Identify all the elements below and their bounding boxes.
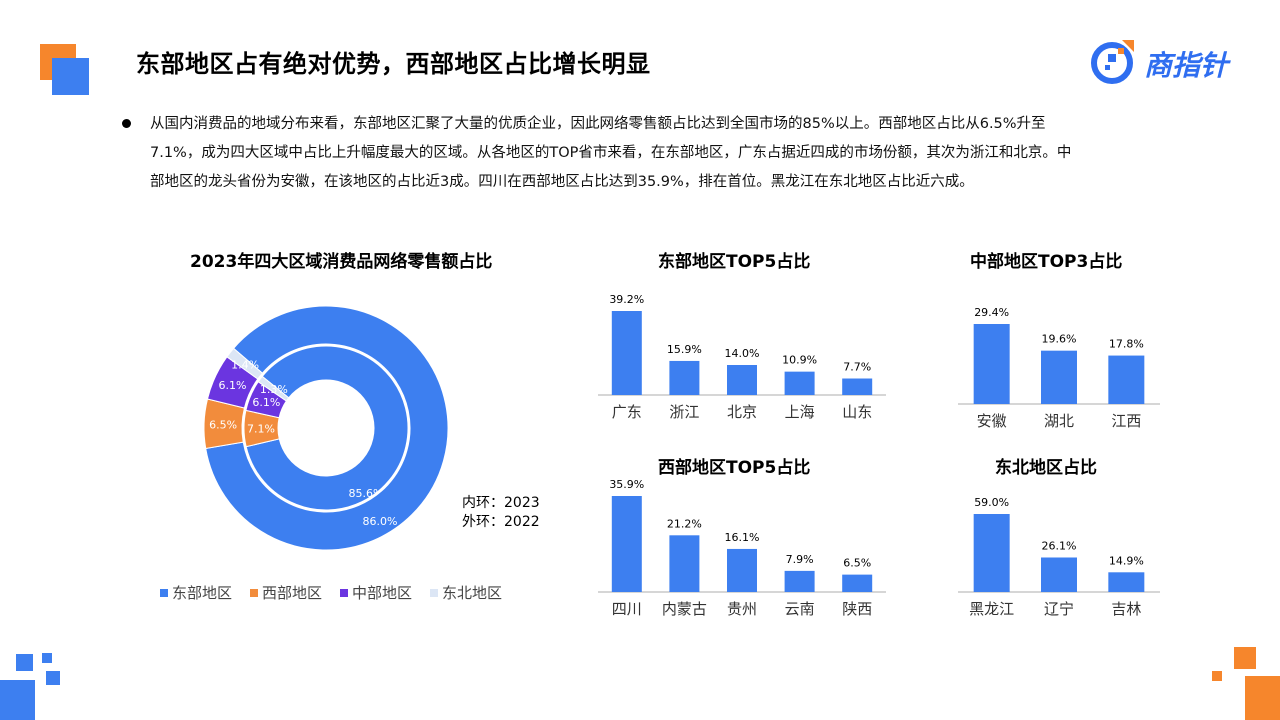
donut-chart: 85.6%7.1%6.1%1.3%86.0%6.5%6.1%1.4% bbox=[203, 305, 449, 551]
corner-decoration-bottom-right bbox=[1200, 640, 1280, 720]
bar-data-label: 21.2% bbox=[667, 517, 702, 530]
page-title: 东部地区占有绝对优势，西部地区占比增长明显 bbox=[136, 50, 651, 78]
ring-note: 内环：2023 外环：2022 bbox=[462, 494, 540, 532]
bar bbox=[973, 514, 1010, 592]
category-tick-label: 陕西 bbox=[842, 600, 872, 618]
legend-item: 中部地区 bbox=[340, 582, 412, 603]
donut-chart-title: 2023年四大区域消费品网络零售额占比 bbox=[190, 252, 493, 272]
category-tick-label: 云南 bbox=[785, 600, 815, 618]
west-top5-title: 西部地区TOP5占比 bbox=[658, 458, 811, 478]
bar bbox=[669, 360, 700, 395]
bar bbox=[669, 535, 700, 592]
donut-slice bbox=[205, 305, 449, 551]
donut-slice bbox=[257, 375, 290, 402]
ring-note-inner: 内环：2023 bbox=[462, 495, 540, 511]
bar-data-label: 14.0% bbox=[725, 347, 760, 360]
bar-data-label: 7.7% bbox=[843, 361, 871, 374]
northeast-title: 东北地区占比 bbox=[995, 458, 1097, 478]
donut-data-label: 1.4% bbox=[231, 358, 259, 371]
bar bbox=[1108, 572, 1145, 592]
legend-item: 西部地区 bbox=[250, 582, 322, 603]
ring-note-outer: 外环：2022 bbox=[462, 514, 540, 530]
legend-label: 西部地区 bbox=[262, 584, 323, 602]
category-tick-label: 上海 bbox=[785, 403, 815, 421]
bar-data-label: 29.4% bbox=[974, 306, 1009, 319]
category-tick-label: 安徽 bbox=[977, 412, 1007, 430]
bar-data-label: 35.9% bbox=[609, 478, 644, 491]
category-tick-label: 四川 bbox=[612, 600, 642, 618]
category-tick-label: 内蒙古 bbox=[662, 600, 707, 618]
bar-data-label: 59.0% bbox=[974, 496, 1009, 509]
bar bbox=[1108, 355, 1145, 404]
category-tick-label: 广东 bbox=[612, 403, 642, 421]
summary-line: 7.1%，成为四大区域中占比上升幅度最大的区域。从各地区的TOP省市来看，在东部… bbox=[150, 145, 1072, 161]
central-top3-title: 中部地区TOP3占比 bbox=[970, 252, 1123, 272]
donut-legend: 东部地区 西部地区 中部地区 东北地区 bbox=[160, 582, 502, 603]
bar bbox=[842, 574, 873, 592]
legend-label: 东北地区 bbox=[442, 584, 503, 602]
legend-label: 中部地区 bbox=[352, 584, 413, 602]
bar bbox=[784, 371, 815, 395]
donut-data-label: 6.5% bbox=[209, 418, 237, 431]
donut-data-label: 6.1% bbox=[218, 379, 246, 392]
category-tick-label: 浙江 bbox=[669, 403, 699, 421]
category-tick-label: 江西 bbox=[1111, 412, 1141, 430]
category-tick-label: 辽宁 bbox=[1044, 600, 1074, 618]
legend-label: 东部地区 bbox=[172, 584, 233, 602]
bar-data-label: 15.9% bbox=[667, 343, 702, 356]
donut-data-label: 7.1% bbox=[247, 422, 275, 435]
legend-swatch bbox=[430, 588, 439, 597]
compass-logo-icon bbox=[1091, 40, 1134, 84]
bar bbox=[973, 324, 1010, 404]
west-top5-bar-chart: 35.9% 四川 21.2% 内蒙古 16.1% 贵州 7.9% 云南 6.5% 陕西 bbox=[598, 478, 886, 618]
corner-decoration-bottom-left bbox=[0, 640, 80, 720]
bar bbox=[784, 570, 815, 592]
bar-data-label: 19.6% bbox=[1042, 333, 1077, 346]
category-tick-label: 山东 bbox=[842, 403, 872, 421]
legend-item: 东北地区 bbox=[430, 582, 502, 603]
category-tick-label: 贵州 bbox=[727, 600, 757, 618]
legend-swatch bbox=[250, 588, 259, 597]
bar-data-label: 10.9% bbox=[782, 354, 817, 367]
category-tick-label: 湖北 bbox=[1044, 412, 1074, 430]
bar bbox=[1041, 557, 1077, 592]
bar-data-label: 26.1% bbox=[1042, 539, 1077, 552]
bar bbox=[727, 365, 757, 395]
donut-data-label: 1.3% bbox=[260, 383, 288, 396]
corner-decoration-top-left bbox=[0, 0, 100, 100]
bar bbox=[842, 378, 873, 395]
donut-data-label: 86.0% bbox=[363, 515, 398, 528]
bar bbox=[1041, 350, 1077, 404]
central-top3-bar-chart: 29.4% 安徽 19.6% 湖北 17.8% 江西 bbox=[958, 306, 1160, 430]
legend-item: 东部地区 bbox=[160, 582, 232, 603]
summary-line: 从国内消费品的地域分布来看，东部地区汇聚了大量的优质企业，因此网络零售额占比达到… bbox=[150, 116, 1046, 132]
donut-slice bbox=[226, 347, 264, 380]
bar bbox=[611, 496, 642, 592]
bar-data-label: 17.8% bbox=[1109, 338, 1144, 351]
category-tick-label: 黑龙江 bbox=[969, 600, 1014, 618]
bar-data-label: 16.1% bbox=[725, 531, 760, 544]
category-tick-label: 北京 bbox=[727, 403, 757, 421]
bar-data-label: 39.2% bbox=[609, 293, 644, 306]
donut-slice bbox=[245, 345, 409, 511]
bar bbox=[727, 548, 757, 592]
logo: 商指针 bbox=[1088, 38, 1258, 86]
northeast-bar-chart: 59.0% 黑龙江 26.1% 辽宁 14.9% 吉林 bbox=[958, 496, 1160, 618]
summary-paragraph: 从国内消费品的地域分布来看，东部地区汇聚了大量的优质企业，因此网络零售额占比达到… bbox=[150, 110, 1170, 197]
bullet-icon bbox=[122, 119, 131, 128]
bar-data-label: 14.9% bbox=[1109, 554, 1144, 567]
bar-data-label: 7.9% bbox=[786, 553, 814, 566]
bar bbox=[611, 311, 642, 395]
donut-data-label: 6.1% bbox=[252, 396, 280, 409]
legend-swatch bbox=[340, 588, 349, 597]
category-tick-label: 吉林 bbox=[1111, 600, 1141, 618]
logo-text: 商指针 bbox=[1144, 49, 1229, 82]
east-top5-bar-chart: 39.2% 广东 15.9% 浙江 14.0% 北京 10.9% 上海 7.7% 山东 bbox=[598, 293, 886, 421]
bar-data-label: 6.5% bbox=[843, 557, 871, 570]
east-top5-title: 东部地区TOP5占比 bbox=[658, 252, 811, 272]
summary-line: 部地区的龙头省份为安徽，在该地区的占比近3成。四川在西部地区占比达到35.9%，… bbox=[150, 174, 974, 190]
legend-swatch bbox=[160, 588, 168, 597]
